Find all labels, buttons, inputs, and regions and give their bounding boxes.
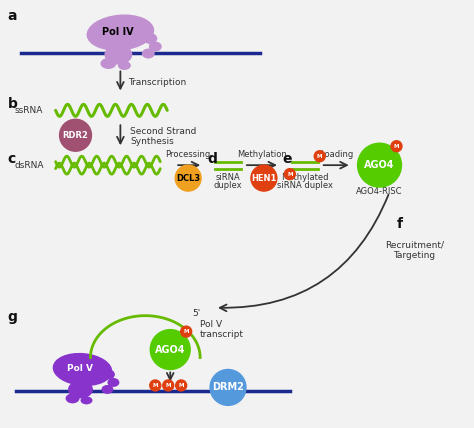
Ellipse shape [102, 369, 115, 380]
Text: AGO4: AGO4 [155, 345, 185, 354]
Text: M: M [178, 383, 184, 388]
Text: Synthesis: Synthesis [130, 137, 174, 146]
Text: Pol IV: Pol IV [101, 27, 133, 36]
Text: e: e [283, 152, 292, 166]
Circle shape [150, 380, 161, 391]
Text: DRM2: DRM2 [212, 383, 244, 392]
Circle shape [210, 369, 246, 405]
Ellipse shape [87, 15, 154, 51]
Text: M: M [394, 144, 399, 149]
Text: duplex: duplex [214, 181, 242, 190]
Text: AGO4: AGO4 [365, 160, 395, 170]
Circle shape [181, 326, 191, 337]
Text: AGO4-RISC: AGO4-RISC [356, 187, 403, 196]
Text: HEN1: HEN1 [251, 174, 277, 183]
Text: f: f [396, 217, 402, 231]
Text: g: g [8, 310, 18, 324]
Text: siRNA: siRNA [216, 173, 240, 182]
Circle shape [150, 330, 190, 369]
Ellipse shape [100, 58, 117, 69]
Ellipse shape [53, 353, 112, 386]
Circle shape [391, 141, 402, 152]
Circle shape [357, 143, 401, 187]
Circle shape [163, 380, 173, 391]
Ellipse shape [142, 48, 155, 59]
Text: M: M [165, 383, 171, 388]
Circle shape [60, 119, 91, 151]
Text: Processing: Processing [165, 150, 211, 159]
Text: Loading: Loading [320, 150, 353, 159]
Text: Targeting: Targeting [393, 251, 436, 260]
Text: M: M [287, 172, 292, 177]
Text: M: M [183, 329, 189, 334]
Text: M: M [317, 154, 322, 159]
Text: siRNA duplex: siRNA duplex [277, 181, 333, 190]
Text: d: d [207, 152, 217, 166]
FancyArrowPatch shape [220, 195, 389, 311]
Text: transcript: transcript [200, 330, 244, 339]
Ellipse shape [68, 380, 93, 398]
Text: Pol V: Pol V [66, 364, 92, 373]
Text: 5': 5' [192, 309, 201, 318]
Text: Transcription: Transcription [128, 78, 187, 87]
Ellipse shape [143, 33, 157, 44]
Ellipse shape [108, 378, 119, 387]
Circle shape [314, 151, 325, 162]
Text: DCL3: DCL3 [176, 174, 200, 183]
Text: Recruitment/: Recruitment/ [385, 241, 444, 250]
Text: Pol V: Pol V [200, 320, 222, 329]
Text: a: a [8, 9, 17, 23]
Ellipse shape [65, 393, 80, 403]
Text: c: c [8, 152, 16, 166]
Ellipse shape [149, 42, 162, 51]
Text: M: M [153, 383, 158, 388]
Text: ssRNA: ssRNA [15, 106, 43, 115]
Ellipse shape [118, 61, 131, 70]
Text: dsRNA: dsRNA [15, 160, 44, 169]
Circle shape [176, 380, 187, 391]
Text: RDR2: RDR2 [63, 131, 89, 140]
Text: b: b [8, 98, 18, 111]
Ellipse shape [101, 385, 113, 394]
Circle shape [251, 165, 277, 191]
Circle shape [175, 165, 201, 191]
Text: Second Strand: Second Strand [130, 127, 197, 136]
Ellipse shape [81, 396, 92, 404]
Ellipse shape [104, 45, 132, 65]
Text: Methylation: Methylation [237, 150, 287, 159]
Circle shape [284, 169, 295, 180]
Text: Methylated: Methylated [281, 173, 328, 182]
